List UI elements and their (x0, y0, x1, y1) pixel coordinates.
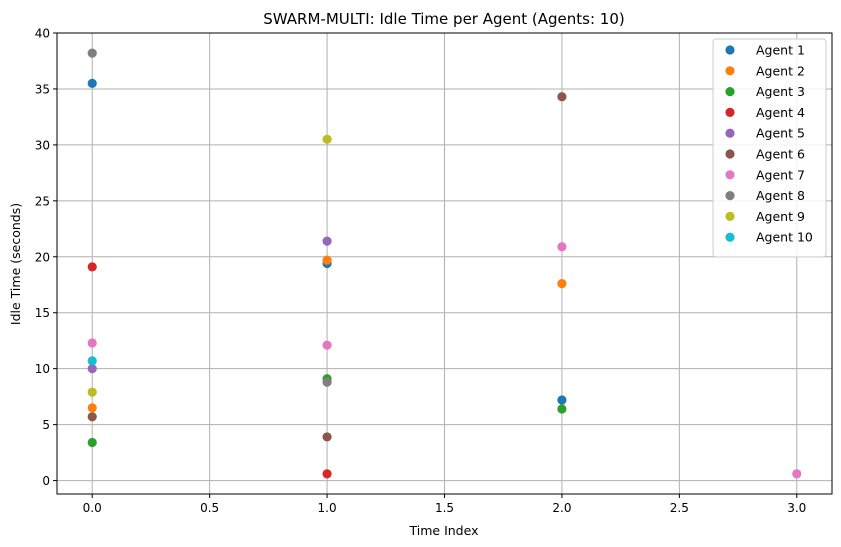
data-point (322, 377, 332, 387)
data-point (87, 262, 97, 272)
data-point (87, 387, 97, 397)
data-point (557, 404, 567, 414)
legend-label: Agent 8 (756, 188, 805, 203)
legend-marker (725, 45, 735, 55)
series-agent-6 (87, 92, 567, 442)
chart-title: SWARM-MULTI: Idle Time per Agent (Agents… (263, 10, 624, 28)
y-tick-label: 35 (35, 82, 50, 96)
x-axis-ticks: 0.0 0.5 1.0 1.5 2.0 2.5 3.0 (83, 494, 806, 515)
legend-item: Agent 9 (725, 209, 805, 224)
legend-marker (725, 149, 735, 159)
series-agent-10 (87, 356, 97, 366)
data-point (322, 134, 332, 144)
y-tick-label: 40 (35, 27, 50, 41)
legend-marker (725, 128, 735, 138)
data-point (322, 432, 332, 442)
series-agent-9 (87, 134, 332, 397)
series-agent-7 (87, 242, 802, 479)
legend-label: Agent 3 (756, 84, 805, 99)
legend-item: Agent 6 (725, 147, 805, 162)
legend-marker (725, 107, 735, 117)
legend-marker (725, 170, 735, 180)
data-point (322, 340, 332, 350)
data-point (87, 437, 97, 448)
y-tick-label: 30 (35, 138, 50, 152)
legend-item: Agent 7 (725, 167, 805, 182)
legend-marker (725, 87, 735, 97)
legend-box (712, 38, 827, 258)
legend-item: Agent 2 (725, 63, 805, 78)
data-point (322, 469, 332, 479)
x-tick-label: 0.5 (200, 501, 219, 515)
y-tick-label: 0 (42, 474, 50, 488)
legend-marker (725, 232, 735, 242)
y-tick-label: 5 (42, 418, 50, 432)
legend: Agent 1 Agent 2 Agent 3 Agent 4 Agent 5 Agent… (712, 38, 827, 258)
data-point (322, 236, 332, 246)
data-point (87, 356, 97, 366)
legend-label: Agent 7 (756, 167, 805, 182)
legend-item: Agent 1 (725, 43, 805, 58)
series-agent-5 (87, 236, 332, 374)
x-tick-label: 1.0 (318, 501, 337, 515)
data-point (557, 242, 567, 252)
y-axis-label: Idle Time (seconds) (8, 203, 23, 325)
legend-item: Agent 3 (725, 84, 805, 99)
legend-item: Agent 10 (725, 230, 813, 245)
series-agent-4 (87, 262, 332, 479)
y-tick-label: 20 (35, 250, 50, 264)
x-tick-label: 2.0 (552, 501, 571, 515)
legend-marker (725, 211, 735, 221)
data-point (87, 364, 97, 374)
data-point (557, 279, 567, 289)
legend-label: Agent 2 (756, 63, 805, 78)
series-agent-2 (87, 255, 567, 413)
series-agent-8 (87, 48, 332, 387)
legend-label: Agent 10 (756, 230, 813, 245)
data-point (87, 403, 97, 413)
legend-item: Agent 8 (725, 188, 805, 203)
data-points (87, 48, 802, 479)
data-point (87, 48, 97, 58)
legend-item: Agent 5 (725, 126, 805, 141)
data-point (87, 412, 97, 422)
y-tick-label: 15 (35, 306, 50, 320)
legend-label: Agent 6 (756, 147, 805, 162)
data-point (557, 395, 567, 405)
legend-marker (725, 66, 735, 76)
legend-label: Agent 4 (756, 105, 805, 120)
y-axis-ticks: 0 5 10 15 20 25 30 35 40 (35, 27, 57, 488)
data-point (792, 469, 802, 479)
x-axis-label: Time Index (409, 523, 479, 538)
data-point (557, 92, 567, 102)
legend-label: Agent 5 (756, 126, 805, 141)
y-tick-label: 10 (35, 362, 50, 376)
legend-label: Agent 9 (756, 209, 805, 224)
x-tick-label: 2.5 (670, 501, 689, 515)
x-tick-label: 1.5 (435, 501, 454, 515)
legend-marker (725, 191, 735, 201)
data-point (87, 78, 97, 88)
legend-label: Agent 1 (756, 43, 805, 58)
grid-lines (57, 32, 832, 494)
data-point (87, 338, 97, 348)
x-tick-label: 3.0 (787, 501, 806, 515)
data-point (322, 255, 332, 265)
x-tick-label: 0.0 (83, 501, 102, 515)
y-tick-label: 25 (35, 194, 50, 208)
legend-item: Agent 4 (725, 105, 805, 120)
